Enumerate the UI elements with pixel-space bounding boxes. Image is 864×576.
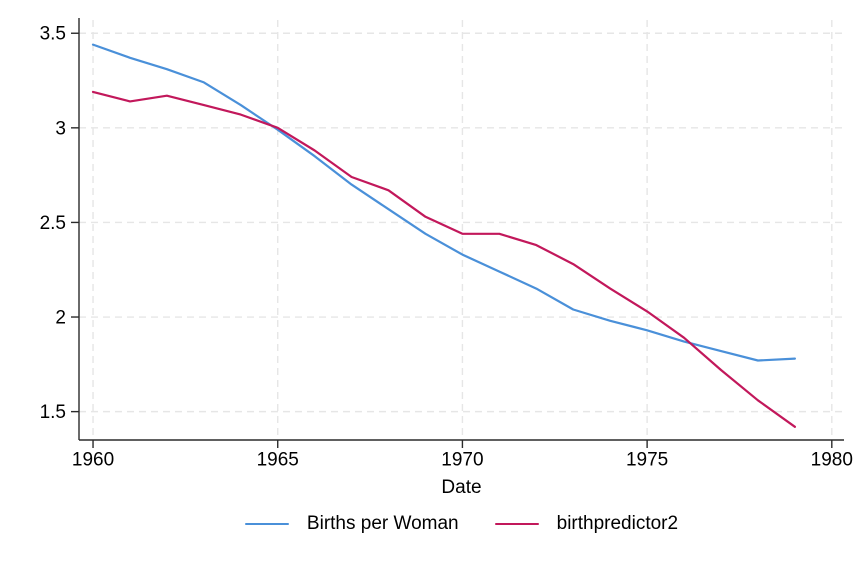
series-line-births-per-woman [91, 43, 797, 362]
y-tick-label: 3 [55, 118, 66, 139]
legend-item-birthpredictor2: birthpredictor2 [494, 511, 679, 537]
legend: Births per Woman birthpredictor2 [79, 511, 844, 537]
legend-label-birthpredictor2: birthpredictor2 [556, 513, 679, 534]
y-tick-label: 2.5 [40, 213, 66, 234]
chart-plot-area: 3.5 3 2.5 2 1.5 1960 1965 1970 1975 1980 [40, 18, 853, 471]
x-axis-title: Date [441, 477, 482, 498]
legend-line-swatch-red [494, 522, 539, 526]
x-tick-label: 1970 [441, 450, 483, 471]
legend-line-swatch-blue [244, 522, 289, 526]
x-tick-label: 1980 [811, 450, 853, 471]
x-tick-label: 1960 [72, 450, 114, 471]
y-tick-label: 2 [55, 308, 66, 329]
x-tick-label: 1965 [257, 450, 299, 471]
x-tick-label: 1975 [626, 450, 668, 471]
legend-label-births-per-woman: Births per Woman [306, 513, 459, 534]
legend-item-births-per-woman: Births per Woman [244, 511, 459, 537]
series-line-birthpredictor2 [91, 90, 797, 428]
y-tick-label: 1.5 [40, 402, 66, 423]
y-tick-label: 3.5 [40, 24, 66, 45]
